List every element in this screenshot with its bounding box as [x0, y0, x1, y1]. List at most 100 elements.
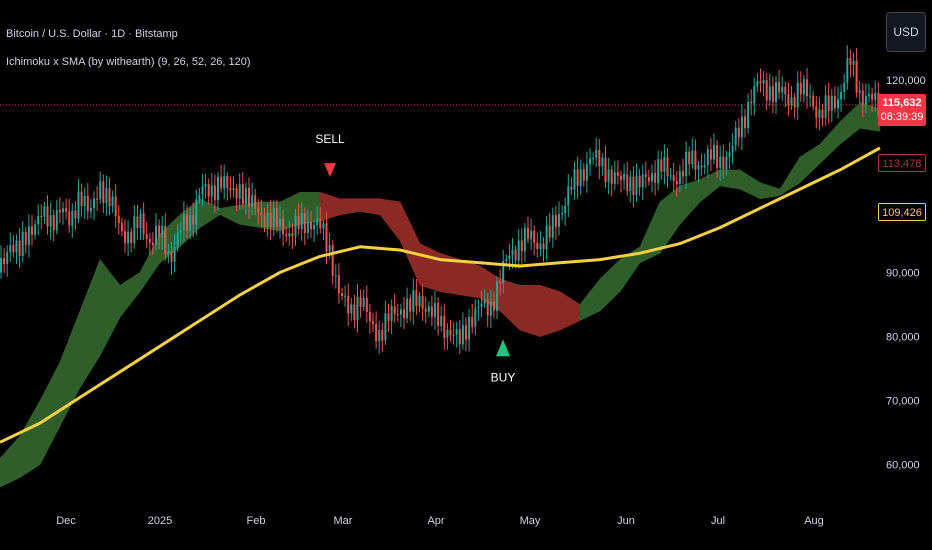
x-tick-label: Dec [56, 515, 76, 527]
candle-body [310, 221, 312, 230]
candle-body [716, 145, 719, 169]
candle-body [443, 316, 446, 338]
cloud-segment [0, 435, 21, 488]
candle-body [124, 231, 126, 244]
candle-body [204, 184, 207, 187]
candle-body [96, 198, 99, 200]
candle-body [235, 188, 238, 199]
candle-body [824, 95, 827, 119]
candle-body [830, 95, 833, 111]
candle-body [27, 226, 30, 245]
candle-body [806, 79, 808, 97]
candle-body [737, 127, 740, 138]
candle-body [210, 185, 213, 197]
y-tick-label: 60,000 [886, 460, 920, 472]
symbol-title[interactable]: Bitcoin / U.S. Dollar · 1D · Bitstamp [6, 28, 178, 40]
candle-body [654, 173, 657, 183]
candle-body [753, 86, 756, 104]
candle-body [849, 58, 852, 65]
cloud-segment [399, 201, 421, 286]
candle-body [759, 81, 762, 84]
candle-body [120, 223, 123, 232]
candle-body [812, 95, 815, 107]
candle-body [471, 316, 474, 327]
candle-body [632, 176, 635, 195]
candle-body [486, 299, 489, 316]
candle-body [678, 171, 681, 184]
candle-body [452, 334, 455, 336]
candle-body [226, 176, 229, 189]
last-price-value: 115,632 [882, 97, 922, 109]
candle-body [406, 298, 409, 319]
candle-body [771, 86, 774, 102]
candle-body [421, 295, 424, 309]
candle-body [151, 242, 154, 245]
candle-body [489, 301, 492, 316]
candle-body [756, 81, 759, 87]
candle-body [567, 186, 570, 206]
candle-body [319, 218, 322, 229]
candle-body [765, 80, 768, 101]
indicator-legend[interactable]: Ichimoku x SMA (by withearth) (9, 26, 52… [6, 56, 251, 68]
candle-body [740, 116, 743, 138]
candle-body [855, 60, 858, 93]
candle-body [176, 232, 179, 248]
candle-body [294, 215, 297, 237]
candle-body [49, 215, 52, 227]
candle-body [874, 92, 877, 100]
candle-body [694, 150, 697, 170]
candle-body [279, 218, 281, 227]
candle-body [306, 221, 309, 233]
candle-body [607, 169, 610, 183]
candle-body [424, 308, 427, 312]
candle-body [241, 184, 244, 205]
cloud-segment [419, 243, 441, 293]
candle-body [368, 312, 371, 322]
candle-body [644, 174, 647, 178]
candle-body [480, 303, 483, 307]
candle-body [24, 231, 27, 245]
candle-body [372, 321, 374, 325]
candle-body [62, 208, 64, 213]
candle-body [145, 234, 148, 239]
candle-body [412, 290, 415, 312]
candle-body [446, 329, 449, 338]
candle-body [365, 298, 368, 313]
candle-body [148, 238, 151, 243]
candle-body [195, 199, 198, 225]
candle-body [852, 60, 855, 65]
candle-body [542, 243, 545, 250]
candle-body [325, 223, 328, 252]
candle-body [12, 245, 15, 253]
candle-body [3, 257, 6, 265]
candle-body [102, 181, 105, 203]
x-tick-label: Aug [804, 515, 824, 527]
candle-body [387, 313, 390, 322]
x-axis[interactable]: Dec 2025 Feb Mar Apr May Jun Jul Aug [56, 515, 824, 527]
candle-body [818, 109, 821, 118]
candle-body [316, 218, 319, 226]
candle-body [344, 295, 347, 297]
currency-button[interactable]: USD [886, 12, 926, 52]
candle-body [747, 102, 750, 129]
candle-body [616, 172, 619, 176]
candle-body [685, 151, 688, 177]
candle-body [282, 218, 285, 235]
x-tick-label: Jul [711, 515, 725, 527]
y-axis[interactable]: 120,000 90,000 80,000 70,000 60,000 [886, 75, 926, 472]
candle-body [74, 210, 77, 219]
candle-body [474, 308, 477, 327]
candle-body [251, 195, 254, 207]
candle-body [275, 207, 278, 227]
sma-line [0, 146, 881, 444]
candle-body [130, 231, 133, 243]
candle-body [790, 97, 793, 106]
candle-body [744, 116, 746, 129]
cloud-segment [519, 284, 541, 337]
last-price-tag: 115,632 08:39:39 [878, 94, 926, 126]
candle-body [582, 169, 585, 181]
x-tick-label: Jun [617, 515, 635, 527]
candle-body [666, 157, 669, 177]
candle-body [589, 158, 591, 165]
